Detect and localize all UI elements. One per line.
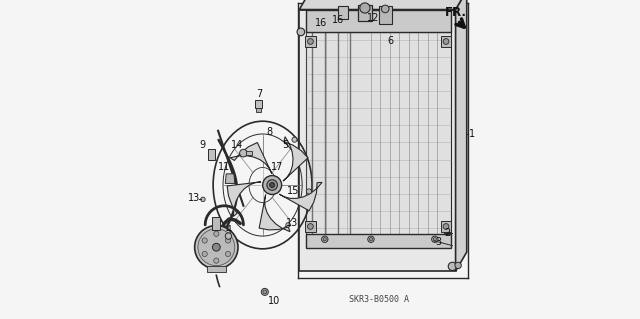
Polygon shape — [300, 10, 456, 271]
Circle shape — [308, 224, 314, 229]
Text: 3: 3 — [436, 237, 442, 248]
Bar — [305, 36, 316, 47]
Bar — [305, 221, 316, 232]
Circle shape — [262, 175, 282, 195]
Bar — [255, 100, 262, 108]
Text: 11: 11 — [218, 162, 230, 173]
Text: 17: 17 — [271, 161, 284, 172]
Circle shape — [321, 236, 328, 242]
Circle shape — [431, 236, 438, 242]
Bar — [441, 221, 451, 232]
Text: SKR3-B0500 A: SKR3-B0500 A — [349, 295, 409, 304]
Bar — [306, 32, 451, 236]
Circle shape — [269, 182, 275, 188]
Circle shape — [225, 238, 230, 243]
Bar — [306, 10, 451, 32]
Text: 8: 8 — [267, 127, 273, 137]
Circle shape — [202, 251, 207, 256]
Circle shape — [214, 258, 219, 263]
Bar — [306, 234, 451, 248]
Text: 6: 6 — [387, 36, 393, 47]
Circle shape — [368, 236, 374, 242]
Circle shape — [455, 262, 461, 269]
Circle shape — [202, 238, 207, 243]
Circle shape — [286, 223, 291, 227]
Circle shape — [381, 5, 389, 13]
Bar — [207, 266, 226, 272]
Text: 10: 10 — [268, 296, 280, 307]
Text: 14: 14 — [231, 140, 243, 150]
Bar — [208, 149, 216, 160]
Polygon shape — [227, 182, 261, 217]
Text: 13: 13 — [188, 193, 200, 203]
Bar — [441, 36, 451, 47]
Text: 5: 5 — [282, 140, 288, 150]
Text: 15: 15 — [287, 186, 299, 197]
Text: 12: 12 — [367, 12, 380, 23]
Circle shape — [195, 226, 238, 269]
Text: 2: 2 — [444, 228, 451, 238]
Circle shape — [225, 251, 230, 256]
Circle shape — [267, 180, 277, 190]
Circle shape — [225, 233, 232, 239]
Text: 4: 4 — [225, 225, 232, 235]
Circle shape — [239, 149, 247, 157]
Bar — [358, 5, 372, 21]
Circle shape — [263, 290, 267, 294]
Polygon shape — [230, 143, 272, 174]
Circle shape — [198, 229, 235, 266]
Text: 16: 16 — [314, 18, 327, 28]
Text: 1: 1 — [469, 129, 476, 139]
Bar — [339, 6, 348, 19]
Circle shape — [323, 238, 326, 241]
Polygon shape — [456, 0, 467, 271]
Bar — [256, 108, 260, 112]
Circle shape — [292, 137, 297, 142]
Bar — [379, 6, 392, 24]
Circle shape — [214, 231, 219, 236]
Circle shape — [369, 238, 372, 241]
Text: 13: 13 — [286, 218, 298, 228]
Circle shape — [443, 39, 449, 44]
Text: 16: 16 — [332, 15, 344, 26]
Circle shape — [448, 262, 456, 271]
Circle shape — [201, 197, 205, 202]
Circle shape — [297, 28, 305, 36]
Bar — [212, 217, 220, 230]
Bar — [246, 151, 252, 155]
Circle shape — [261, 288, 268, 295]
Circle shape — [433, 238, 436, 241]
Circle shape — [270, 183, 274, 187]
Text: FR.: FR. — [445, 5, 467, 19]
Circle shape — [360, 3, 370, 13]
Circle shape — [443, 224, 449, 229]
Polygon shape — [283, 137, 308, 181]
Polygon shape — [259, 195, 290, 232]
Polygon shape — [279, 182, 322, 211]
Circle shape — [307, 189, 312, 194]
Text: 7: 7 — [256, 89, 262, 99]
Circle shape — [308, 39, 314, 44]
Polygon shape — [300, 0, 467, 10]
Polygon shape — [225, 174, 235, 183]
Text: 9: 9 — [200, 140, 205, 150]
Circle shape — [212, 243, 220, 251]
